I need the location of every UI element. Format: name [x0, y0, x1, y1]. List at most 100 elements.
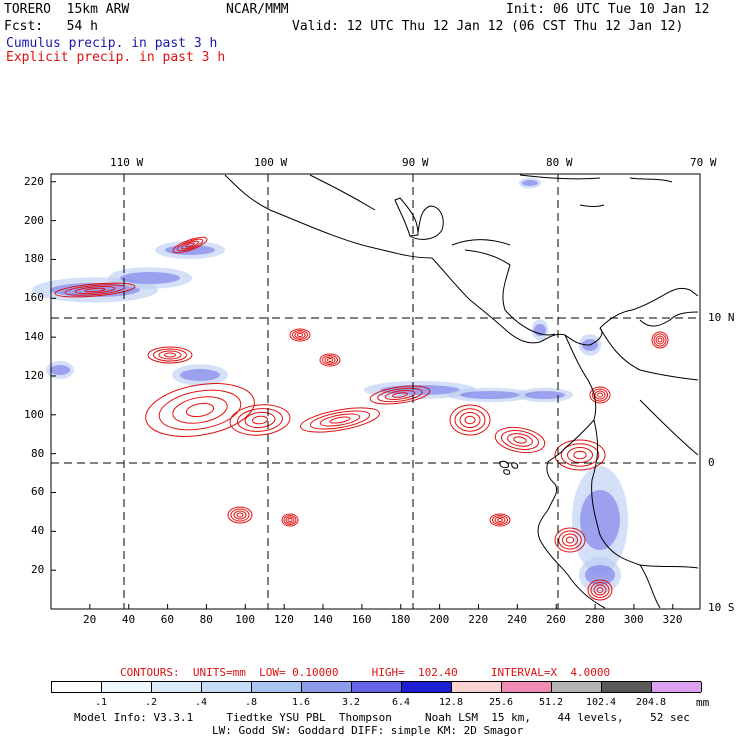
explicit-precip-contour — [500, 430, 540, 450]
colorbar-label: 204.8 — [635, 697, 667, 708]
explicit-precip-contour — [319, 413, 361, 427]
explicit-precip-contour — [590, 582, 610, 598]
colorbar-label: .1 — [94, 697, 108, 708]
x-tick-label: 60 — [160, 613, 175, 626]
precip-layer — [32, 177, 669, 601]
explicit-precip-contour — [587, 579, 613, 601]
colorbar-swatch — [452, 682, 502, 692]
axis-ticks — [51, 181, 674, 609]
explicit-precip-contour — [84, 287, 106, 293]
explicit-precip-contour — [454, 408, 486, 432]
x-tick-label: 140 — [312, 613, 333, 626]
galapagos-1 — [499, 460, 509, 469]
colombia-pacific — [564, 334, 597, 421]
explicit-precip-contour — [54, 282, 136, 298]
explicit-precip-contour — [392, 392, 408, 398]
mexico-border-us — [309, 174, 376, 211]
peru-coast — [537, 509, 606, 609]
peru-bolivia — [639, 564, 661, 609]
explicit-precip-contour — [657, 337, 663, 343]
legend-explicit: Explicit precip. in past 3 h — [6, 50, 226, 65]
lat-lon-grid — [51, 174, 700, 609]
colorbar-label: .2 — [144, 697, 158, 708]
physics-info: LW: Godd SW: Goddard DIFF: simple KM: 2D… — [212, 724, 524, 737]
colorbar-label: 6.4 — [391, 697, 411, 708]
colorbar-swatch — [302, 682, 352, 692]
explicit-precip-contour — [558, 530, 582, 550]
explicit-precip-contour — [560, 443, 600, 467]
explicit-precip-contour — [322, 355, 338, 365]
x-tick-label: 160 — [351, 613, 372, 626]
right-lat-label: 10 N — [708, 311, 735, 324]
cumulus-precip — [585, 565, 615, 585]
explicit-precip-contour — [233, 510, 247, 520]
coastlines — [224, 174, 699, 609]
x-tick-label: 100 — [235, 613, 255, 626]
right-lat-label: 10 S — [708, 601, 735, 614]
explicit-precip-contour — [180, 240, 200, 250]
top-lon-label: 80 W — [546, 156, 573, 169]
x-tick-label: 300 — [623, 613, 644, 626]
colorbar-swatch — [602, 682, 652, 692]
explicit-precip-contour — [164, 352, 176, 358]
colorbar-label: .8 — [244, 697, 258, 708]
y-tick-label: 120 — [24, 368, 44, 382]
explicit-precip-contour — [319, 353, 341, 367]
colorbar-label: 102.4 — [585, 697, 617, 708]
colorbar-swatch — [352, 682, 402, 692]
explicit-precip-contour — [294, 331, 306, 339]
ecuador-coast — [546, 419, 595, 511]
explicit-precip-contour — [292, 330, 308, 340]
explicit-precip-contour — [244, 411, 276, 429]
galapagos-3 — [503, 469, 511, 475]
explicit-precip-contour — [252, 415, 268, 425]
x-tick-label: 20 — [83, 613, 97, 626]
explicit-precip-contour — [153, 348, 187, 362]
explicit-precip-contour — [147, 346, 193, 364]
y-tick-label: 100 — [24, 407, 44, 421]
jamaica — [579, 204, 605, 207]
explicit-precip-contour — [229, 404, 291, 436]
explicit-precip-contour — [327, 358, 333, 362]
explicit-precip-contour — [287, 518, 293, 522]
explicit-precip-contour — [573, 450, 587, 460]
y-tick-label: 160 — [24, 291, 44, 305]
colorbar-unit: mm — [696, 696, 710, 709]
x-tick-label: 40 — [121, 613, 136, 626]
explicit-precip-contour — [176, 238, 204, 252]
explicit-precip-contour — [464, 415, 476, 425]
explicit-precip-contour — [554, 527, 586, 553]
central-america-pacific — [431, 257, 541, 344]
forecast-hour: Fcst: 54 h — [4, 19, 98, 34]
cumulus-precip — [580, 490, 620, 550]
explicit-precip-contour — [289, 328, 311, 342]
valid-time: Valid: 12 UTC Thu 12 Jan 12 (06 CST Thu … — [292, 19, 684, 34]
venezuela — [639, 311, 699, 327]
colorbar-swatch — [402, 682, 452, 692]
contour-info: CONTOURS: UNITS=mm LOW= 0.10000 HIGH= 10… — [120, 666, 611, 679]
y-tick-label: 60 — [31, 485, 45, 499]
top-lon-label: 90 W — [402, 156, 429, 169]
explicit-precip-contour — [651, 331, 669, 349]
cumulus-precip — [525, 391, 565, 399]
map-frame — [50, 173, 701, 610]
explicit-precip-contour — [594, 390, 606, 400]
cumulus-precip — [50, 365, 70, 375]
explicit-precip-contour — [172, 236, 208, 254]
top-lon-label: 70 W — [690, 156, 717, 169]
cumulus-precip — [460, 391, 520, 399]
explicit-precip-contour — [297, 333, 303, 337]
x-tick-label: 180 — [390, 613, 411, 626]
explicit-precip-contour — [236, 512, 244, 518]
colorbar-swatch — [52, 682, 102, 692]
explicit-precip-contour — [237, 408, 283, 432]
init-time: Init: 06 UTC Tue 10 Jan 12 — [506, 2, 710, 17]
explicit-precip-contour — [185, 242, 195, 248]
colombia-caribbean — [599, 287, 699, 329]
top-lon-label: 110 W — [110, 156, 144, 169]
x-tick-label: 240 — [507, 613, 528, 626]
explicit-precip-contour — [507, 433, 533, 447]
model-info: Model Info: V3.3.1 Tiedtke YSU PBL Thomp… — [74, 711, 690, 724]
explicit-precip-contour — [589, 386, 611, 404]
